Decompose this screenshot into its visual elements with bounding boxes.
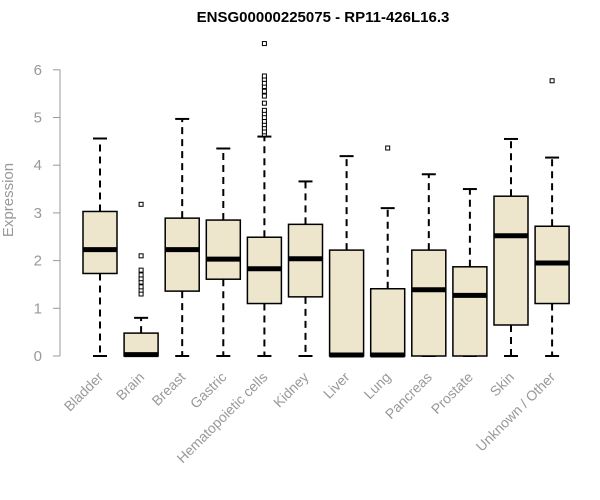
- outlier-point: [138, 272, 144, 278]
- box-hematopoietic-cells: [246, 41, 283, 357]
- outlier-point: [138, 201, 144, 207]
- outlier-point: [261, 41, 267, 47]
- y-tick-label: 5: [34, 110, 42, 127]
- box-prostate: [452, 188, 488, 357]
- outlier-point: [261, 107, 267, 113]
- outlier-point: [261, 93, 267, 99]
- box-unknown-other: [534, 78, 570, 357]
- x-tick-label: Breast: [148, 369, 188, 409]
- iqr-box: [205, 219, 242, 280]
- x-tick-label: Kidney: [270, 369, 312, 411]
- chart-title: ENSG00000225075 - RP11-426L16.3: [197, 9, 450, 26]
- iqr-box: [369, 287, 406, 357]
- outlier-point: [261, 100, 267, 106]
- x-tick-label: Liver: [320, 369, 353, 402]
- y-tick-label: 2: [34, 253, 42, 270]
- y-tick-label: 6: [34, 62, 42, 79]
- iqr-box: [493, 195, 529, 326]
- box-liver: [328, 155, 365, 358]
- outlier-point: [138, 267, 144, 273]
- box-pancreas: [411, 173, 447, 357]
- outlier-point: [549, 78, 555, 84]
- box-breast: [164, 117, 200, 357]
- iqr-box: [452, 266, 488, 357]
- y-tick-label: 4: [34, 157, 42, 174]
- outlier-point: [261, 73, 267, 79]
- box-kidney: [287, 180, 324, 357]
- box-gastric: [205, 147, 242, 357]
- outlier-point: [138, 284, 144, 290]
- box-bladder: [82, 137, 118, 357]
- outlier-point: [261, 88, 267, 94]
- x-tick-label: Brain: [113, 369, 147, 403]
- x-tick-label: Prostate: [428, 369, 476, 417]
- iqr-box: [411, 249, 447, 357]
- box-skin: [493, 137, 529, 357]
- outlier-point: [138, 253, 144, 259]
- outlier-point: [385, 145, 391, 151]
- y-tick-label: 1: [34, 300, 42, 317]
- box-lung: [369, 145, 406, 358]
- iqr-box: [82, 210, 118, 275]
- x-tick-label: Lung: [360, 369, 393, 402]
- box-brain: [123, 201, 159, 358]
- iqr-box: [164, 217, 200, 292]
- x-tick-label: Skin: [487, 369, 518, 400]
- y-tick-label: 3: [34, 205, 42, 222]
- y-tick-label: 0: [34, 348, 42, 365]
- y-axis-label: Expression: [0, 163, 17, 237]
- y-axis: 0 1 2 3 4 5 6: [34, 62, 61, 365]
- iqr-box: [328, 249, 365, 357]
- x-tick-label: Bladder: [61, 369, 107, 415]
- boxes-group: [82, 41, 570, 358]
